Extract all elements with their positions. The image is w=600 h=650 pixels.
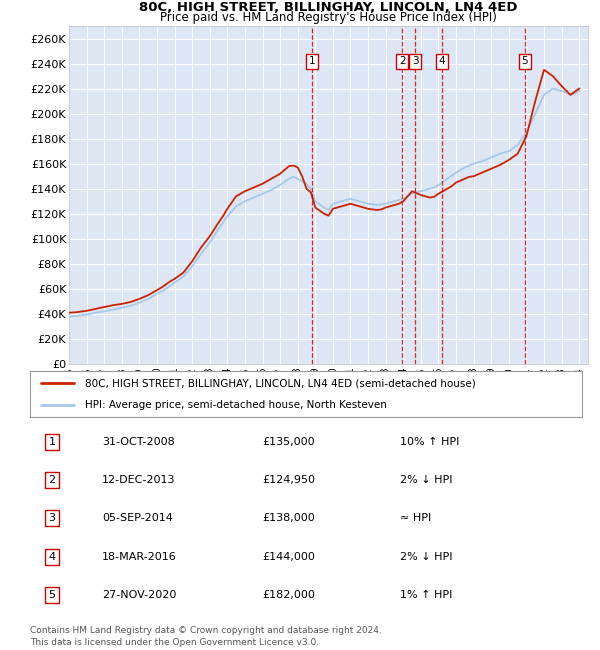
Text: £138,000: £138,000 bbox=[262, 514, 314, 523]
Text: 80C, HIGH STREET, BILLINGHAY, LINCOLN, LN4 4ED (semi-detached house): 80C, HIGH STREET, BILLINGHAY, LINCOLN, L… bbox=[85, 378, 476, 388]
Text: 1% ↑ HPI: 1% ↑ HPI bbox=[400, 590, 452, 600]
Text: 5: 5 bbox=[49, 590, 56, 600]
Text: 4: 4 bbox=[49, 552, 56, 562]
Text: £124,950: £124,950 bbox=[262, 475, 315, 485]
Text: 3: 3 bbox=[412, 57, 419, 66]
Text: 31-OCT-2008: 31-OCT-2008 bbox=[102, 437, 175, 447]
Text: 4: 4 bbox=[439, 57, 445, 66]
Text: 27-NOV-2020: 27-NOV-2020 bbox=[102, 590, 176, 600]
Text: Contains HM Land Registry data © Crown copyright and database right 2024.
This d: Contains HM Land Registry data © Crown c… bbox=[30, 626, 382, 647]
Text: £144,000: £144,000 bbox=[262, 552, 315, 562]
Text: 10% ↑ HPI: 10% ↑ HPI bbox=[400, 437, 459, 447]
Text: 3: 3 bbox=[49, 514, 56, 523]
Text: 18-MAR-2016: 18-MAR-2016 bbox=[102, 552, 176, 562]
Text: 80C, HIGH STREET, BILLINGHAY, LINCOLN, LN4 4ED: 80C, HIGH STREET, BILLINGHAY, LINCOLN, L… bbox=[139, 1, 518, 14]
Text: £182,000: £182,000 bbox=[262, 590, 315, 600]
Text: 12-DEC-2013: 12-DEC-2013 bbox=[102, 475, 175, 485]
Text: ≈ HPI: ≈ HPI bbox=[400, 514, 431, 523]
Text: 2% ↓ HPI: 2% ↓ HPI bbox=[400, 475, 452, 485]
Text: 2: 2 bbox=[399, 57, 406, 66]
Text: 1: 1 bbox=[49, 437, 56, 447]
Text: 5: 5 bbox=[521, 57, 528, 66]
Text: HPI: Average price, semi-detached house, North Kesteven: HPI: Average price, semi-detached house,… bbox=[85, 400, 387, 410]
Text: 05-SEP-2014: 05-SEP-2014 bbox=[102, 514, 173, 523]
Text: 2: 2 bbox=[49, 475, 56, 485]
Text: Price paid vs. HM Land Registry's House Price Index (HPI): Price paid vs. HM Land Registry's House … bbox=[160, 11, 497, 24]
Text: 1: 1 bbox=[309, 57, 316, 66]
Text: £135,000: £135,000 bbox=[262, 437, 314, 447]
Text: 2% ↓ HPI: 2% ↓ HPI bbox=[400, 552, 452, 562]
